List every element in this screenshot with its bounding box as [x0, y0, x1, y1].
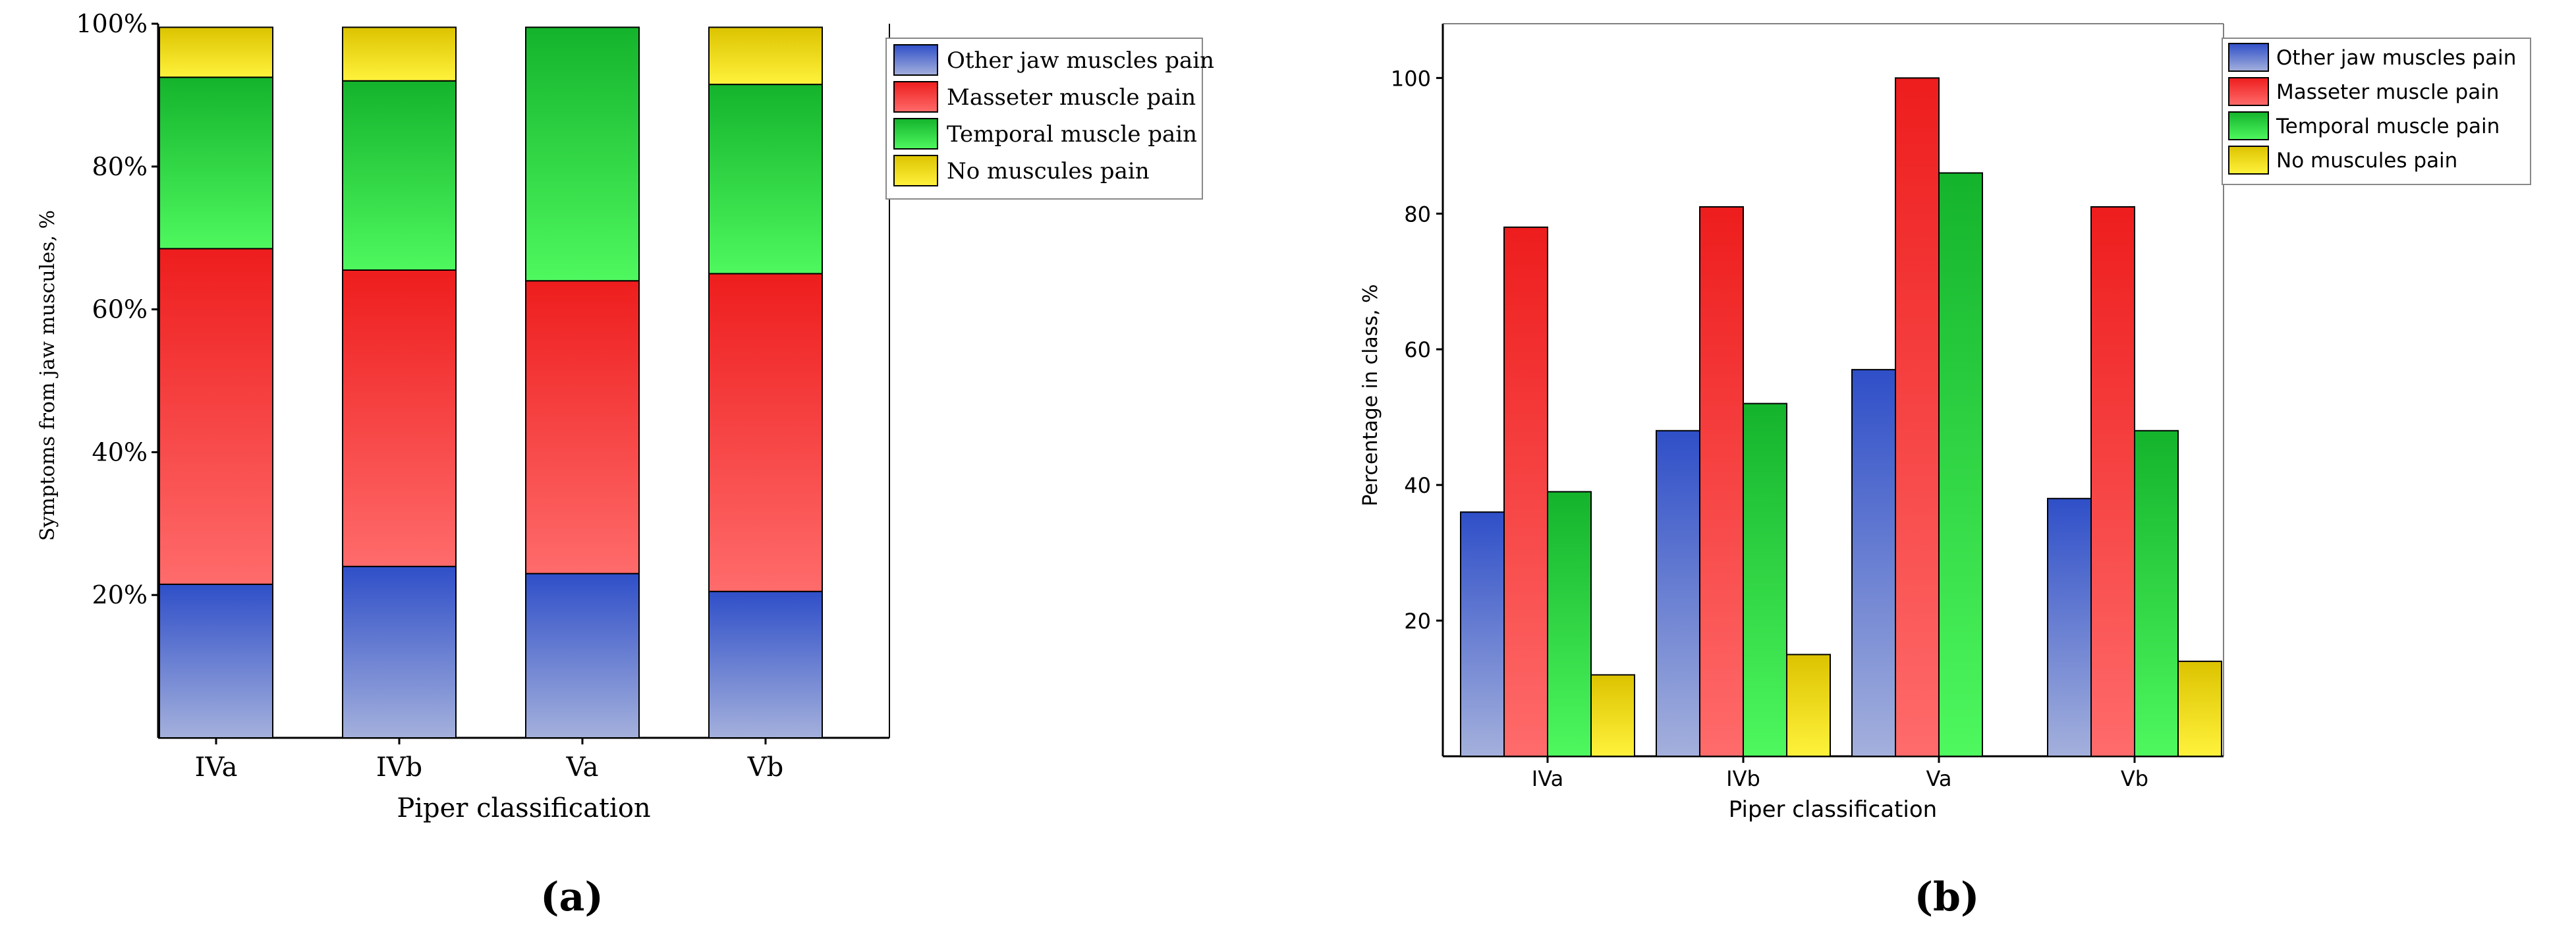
bar-va-2 — [1938, 172, 1983, 758]
y-tick-label: 80 — [1404, 202, 1431, 227]
legend-label: Other jaw muscles pain — [947, 47, 1214, 74]
x-axis-title: Piper classification — [397, 793, 650, 823]
legend-box — [885, 38, 1203, 200]
legend-swatch-yellow — [893, 155, 938, 186]
x-tick-label: IVa — [1532, 766, 1563, 791]
legend-label: Other jaw muscles pain — [2276, 46, 2516, 70]
legend-swatch-green — [893, 118, 938, 150]
legend-swatch-green — [2228, 111, 2269, 140]
x-axis-title: Piper classification — [1729, 796, 1937, 823]
x-tick-label: Vb — [747, 752, 784, 783]
y-tick-label: 100 — [1391, 66, 1431, 91]
bar-segment-va-1 — [525, 280, 640, 574]
y-tick-label: 60% — [92, 295, 148, 324]
bar-segment-vb-1 — [708, 273, 823, 592]
x-ticks: IVa IVb Va Vb — [1532, 756, 2148, 791]
chart-panel-b: 20 40 60 80 100 IVa IVb Va Vb Piper classificat… — [1359, 23, 2531, 823]
legend: Other jaw muscles pain Masseter muscle pa… — [885, 38, 1214, 200]
bar-segment-vb-2 — [708, 84, 823, 275]
legend: Other jaw muscles pain Masseter muscle pa… — [2222, 38, 2531, 185]
bar-ivb-3 — [1786, 654, 1831, 757]
legend-label: Temporal muscle pain — [947, 121, 1197, 148]
bar-ivb-2 — [1743, 403, 1787, 757]
x-tick-label: IVb — [376, 752, 422, 783]
y-tick-label: 100% — [76, 9, 148, 38]
legend-label: No muscules pain — [2276, 149, 2457, 173]
panel-label-a: (a) — [540, 874, 603, 920]
bar-segment-ivb-2 — [342, 80, 457, 271]
legend-label: Temporal muscle pain — [2276, 115, 2500, 138]
bar-segment-va-0 — [525, 572, 640, 738]
y-ticks: 20% 40% 60% 80% 100% — [76, 9, 158, 609]
panel-label-b: (b) — [1915, 874, 1980, 920]
bar-vb-0 — [2047, 497, 2092, 757]
bar-iva-2 — [1547, 491, 1592, 757]
bar-va-1 — [1895, 77, 1940, 758]
bar-segment-va-2 — [525, 26, 640, 282]
bar-iva-1 — [1503, 226, 1548, 757]
bar-vb-1 — [2090, 206, 2135, 757]
legend-box — [2222, 38, 2531, 185]
bar-va-0 — [1851, 369, 1896, 757]
bar-segment-iva-3 — [159, 26, 273, 78]
legend-swatch-yellow — [2228, 146, 2269, 175]
bar-segment-iva-0 — [159, 583, 273, 738]
y-tick-label: 20 — [1404, 609, 1431, 634]
bar-segment-iva-1 — [159, 248, 273, 585]
x-ticks: IVa IVb Va Vb — [195, 738, 784, 783]
y-tick-label: 40% — [92, 437, 148, 466]
legend-swatch-blue — [893, 44, 938, 76]
x-tick-label: Va — [565, 752, 598, 783]
bar-segment-ivb-3 — [342, 26, 457, 82]
legend-swatch-blue — [2228, 43, 2269, 72]
bar-ivb-0 — [1656, 430, 1700, 757]
bars-group — [159, 26, 823, 739]
legend-label: Masseter muscle pain — [2276, 80, 2499, 104]
x-tick-label: IVb — [1726, 766, 1760, 791]
bar-vb-3 — [2177, 660, 2222, 758]
legend-swatch-red — [2228, 77, 2269, 106]
bar-segment-iva-2 — [159, 76, 273, 250]
y-tick-label: 80% — [92, 152, 148, 181]
y-tick-label: 40 — [1404, 473, 1431, 498]
bar-segment-ivb-1 — [342, 269, 457, 567]
legend-label: Masseter muscle pain — [947, 84, 1196, 111]
y-tick-label: 20% — [92, 580, 148, 609]
bar-segment-vb-3 — [708, 26, 823, 86]
bar-iva-0 — [1460, 511, 1505, 757]
bar-segment-vb-0 — [708, 590, 823, 739]
bar-vb-2 — [2134, 430, 2179, 757]
bar-ivb-1 — [1699, 206, 1744, 757]
y-axis-title: Percentage in class, % — [1359, 284, 1382, 506]
x-tick-label: Vb — [2121, 766, 2148, 791]
bar-segment-ivb-0 — [342, 565, 457, 739]
bar-iva-3 — [1590, 674, 1635, 758]
y-ticks: 20 40 60 80 100 — [1391, 66, 1443, 634]
y-axis-title: Symptoms from jaw muscules, % — [36, 210, 59, 541]
x-tick-label: IVa — [195, 752, 238, 783]
bars-group — [1460, 77, 2222, 758]
legend-swatch-red — [893, 81, 938, 113]
chart-panel-a: 20% 40% 60% 80% 100% IVa IVb Va Vb Piper classi… — [36, 9, 1214, 823]
x-tick-label: Va — [1926, 766, 1951, 791]
legend-label: No muscules pain — [947, 158, 1150, 184]
y-tick-label: 60 — [1404, 337, 1431, 362]
